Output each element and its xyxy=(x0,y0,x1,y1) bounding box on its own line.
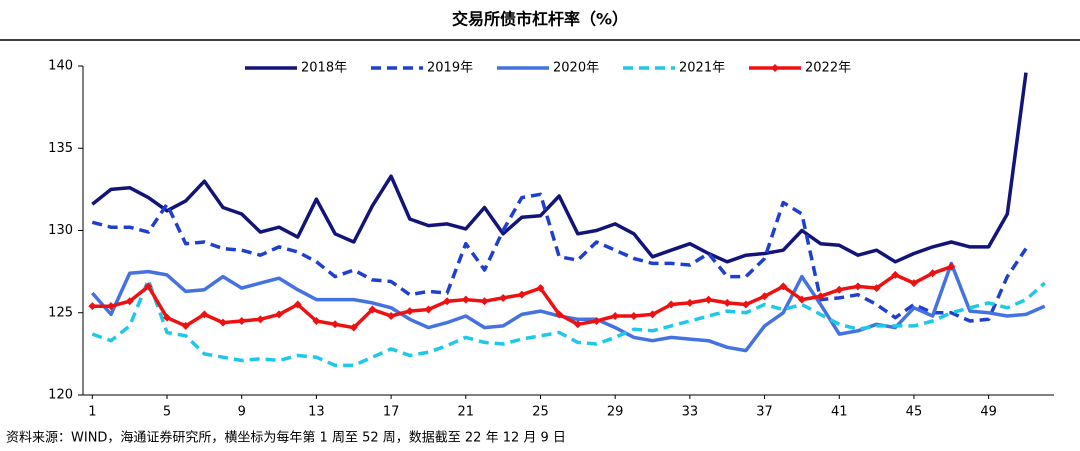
marker xyxy=(928,269,937,278)
x-tick-label: 49 xyxy=(980,405,997,420)
marker xyxy=(667,300,676,309)
marker xyxy=(629,312,638,321)
marker xyxy=(312,316,321,325)
marker xyxy=(237,316,246,325)
marker xyxy=(200,310,209,319)
x-tick-label: 13 xyxy=(308,405,325,420)
marker xyxy=(704,295,713,304)
marker xyxy=(461,295,470,304)
marker xyxy=(517,290,526,299)
marker xyxy=(88,302,97,311)
y-tick-label: 130 xyxy=(48,223,73,238)
x-tick-label: 33 xyxy=(682,405,699,420)
marker xyxy=(499,293,508,302)
marker xyxy=(293,300,302,309)
marker xyxy=(760,292,769,301)
marker xyxy=(592,316,601,325)
marker xyxy=(480,297,489,306)
marker xyxy=(611,312,620,321)
marker xyxy=(443,297,452,306)
x-tick-label: 9 xyxy=(238,405,246,420)
x-tick-label: 37 xyxy=(756,405,773,420)
x-tick-label: 17 xyxy=(383,405,400,420)
marker xyxy=(219,318,228,327)
legend-label: 2022年 xyxy=(805,61,851,76)
chart-title: 交易所债市杠杆率（%） xyxy=(452,10,628,29)
x-tick-label: 25 xyxy=(532,405,549,420)
x-tick-label: 41 xyxy=(831,405,848,420)
marker xyxy=(573,320,582,329)
marker xyxy=(349,323,358,332)
marker xyxy=(909,279,918,288)
x-tick-label: 21 xyxy=(458,405,475,420)
marker xyxy=(835,285,844,294)
marker xyxy=(144,282,153,291)
marker xyxy=(816,292,825,301)
marker xyxy=(405,307,414,316)
marker xyxy=(256,315,265,324)
marker xyxy=(779,282,788,291)
series-line xyxy=(91,278,1046,368)
legend-label: 2019年 xyxy=(427,61,473,76)
marker xyxy=(163,313,172,322)
marker xyxy=(331,320,340,329)
marker xyxy=(536,284,545,293)
marker xyxy=(387,312,396,321)
marker xyxy=(424,305,433,314)
marker xyxy=(181,321,190,330)
marker xyxy=(723,298,732,307)
marker xyxy=(555,310,564,319)
series-line xyxy=(91,72,1028,264)
marker xyxy=(891,270,900,279)
marker xyxy=(797,295,806,304)
legend-label: 2020年 xyxy=(553,61,599,76)
marker xyxy=(648,310,657,319)
marker xyxy=(853,282,862,291)
y-tick-label: 120 xyxy=(48,388,73,403)
x-tick-label: 45 xyxy=(906,405,923,420)
marker xyxy=(947,262,956,271)
x-tick-label: 1 xyxy=(88,405,96,420)
legend-label: 2018年 xyxy=(301,61,347,76)
marker xyxy=(872,284,881,293)
legend-label: 2021年 xyxy=(679,61,725,76)
legend-marker xyxy=(771,64,779,72)
marker xyxy=(368,305,377,314)
y-tick-label: 140 xyxy=(48,59,73,74)
x-tick-label: 5 xyxy=(163,405,171,420)
footnote: 资料来源：WIND，海通证券研究所，横坐标为每年第 1 周至 52 周，数据截至… xyxy=(6,430,566,446)
x-tick-label: 29 xyxy=(607,405,624,420)
y-tick-label: 125 xyxy=(48,305,73,320)
y-tick-label: 135 xyxy=(48,141,73,156)
marker xyxy=(125,297,134,306)
marker xyxy=(107,302,116,311)
marker xyxy=(685,298,694,307)
series-line xyxy=(91,192,1028,323)
marker xyxy=(741,300,750,309)
marker xyxy=(275,310,284,319)
